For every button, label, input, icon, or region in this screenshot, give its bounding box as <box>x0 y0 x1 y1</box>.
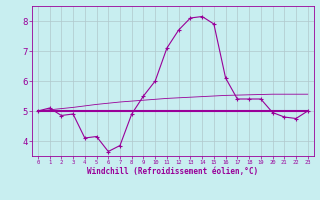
X-axis label: Windchill (Refroidissement éolien,°C): Windchill (Refroidissement éolien,°C) <box>87 167 258 176</box>
